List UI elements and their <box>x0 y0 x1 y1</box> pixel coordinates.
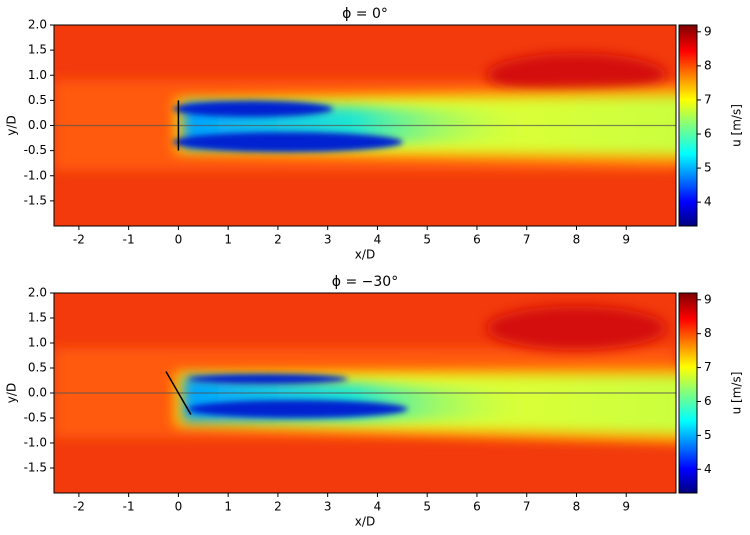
x-tick-label: 4 <box>374 233 382 247</box>
y-tick-label: 0.5 <box>28 93 47 107</box>
x-tick-label: -2 <box>73 233 85 247</box>
y-axis-label: y/D <box>5 115 19 135</box>
y-tick-label: 0.5 <box>28 361 47 375</box>
y-tick-label: 0.0 <box>28 386 47 400</box>
y-tick-label: -1.5 <box>24 461 47 475</box>
turbine-rotor <box>165 371 192 415</box>
colorbar-tick-label: 6 <box>704 394 712 408</box>
x-tick-label: 1 <box>224 233 232 247</box>
colorbar-tick-label: 9 <box>704 24 712 38</box>
y-tick-label: 0.0 <box>28 118 47 132</box>
y-tick-label: -0.5 <box>24 143 47 157</box>
colorbar-tick-label: 8 <box>704 326 712 340</box>
x-tick-label: 9 <box>622 500 630 514</box>
colorbar-tick-label: 8 <box>704 58 712 72</box>
x-tick-label: 2 <box>274 500 282 514</box>
y-tick-label: -1.0 <box>24 436 47 450</box>
colorbar-label: u [m/s] <box>730 104 744 147</box>
x-tick-label: 9 <box>622 233 630 247</box>
x-tick-label: 8 <box>573 233 581 247</box>
y-tick-label: 2.0 <box>28 18 47 32</box>
x-axis-label: x/D <box>355 248 375 262</box>
x-tick-label: 4 <box>374 500 382 514</box>
field <box>54 25 676 226</box>
y-tick-label: 1.5 <box>28 43 47 57</box>
field <box>54 293 676 493</box>
x-tick-label: 6 <box>473 233 481 247</box>
colorbar-tick-label: 4 <box>704 462 712 476</box>
y-tick-label: 1.0 <box>28 336 47 350</box>
chart-title: ϕ = −30° <box>332 274 398 290</box>
x-tick-label: -2 <box>73 500 85 514</box>
x-axis-label: x/D <box>355 515 375 529</box>
x-tick-label: 8 <box>573 500 581 514</box>
y-tick-label: 1.0 <box>28 68 47 82</box>
x-tick-label: 5 <box>423 233 431 247</box>
y-tick-label: 1.5 <box>28 311 47 325</box>
colorbar-tick-label: 7 <box>704 360 712 374</box>
wake-lobe <box>172 132 403 153</box>
x-tick-label: -1 <box>123 500 135 514</box>
x-tick-label: 3 <box>324 233 332 247</box>
x-tick-label: 7 <box>523 500 531 514</box>
x-tick-label: 6 <box>473 500 481 514</box>
colorbar-tick-label: 4 <box>704 195 712 209</box>
y-tick-label: -0.5 <box>24 411 47 425</box>
x-tick-label: 7 <box>523 233 531 247</box>
colorbar-tick-label: 5 <box>704 161 712 175</box>
panel: ϕ = 0° -2 -1 0 1 2 3 4 5 6 7 8 9 -1.5 -1.0 -0.5 0.0 0.5 1.… <box>5 6 744 262</box>
x-tick-label: 3 <box>324 500 332 514</box>
y-tick-label: -1.0 <box>24 168 47 182</box>
x-tick-label: 0 <box>175 500 183 514</box>
x-tick-label: 5 <box>423 500 431 514</box>
x-tick-label: 1 <box>224 500 232 514</box>
panel: ϕ = −30° -2 -1 0 1 2 3 4 5 6 7 8 9 -1.5 -1.0 -0.5 0.0 0.5… <box>5 274 744 529</box>
colorbar-tick-label: 6 <box>704 127 712 141</box>
fast-zone <box>486 53 667 98</box>
y-tick-label: 2.0 <box>28 286 47 300</box>
x-tick-label: -1 <box>123 233 135 247</box>
x-tick-label: 2 <box>274 233 282 247</box>
x-tick-label: 0 <box>175 233 183 247</box>
colorbar-tick-label: 7 <box>704 92 712 106</box>
fast-zone <box>486 306 667 350</box>
colorbar-tick-label: 9 <box>704 292 712 306</box>
chart-title: ϕ = 0° <box>342 6 388 22</box>
colorbar <box>678 292 698 494</box>
wake-lobe <box>187 374 348 384</box>
y-axis-label: y/D <box>5 383 19 403</box>
colorbar-tick-label: 5 <box>704 428 712 442</box>
wake-lobe <box>187 400 408 418</box>
colorbar <box>678 24 698 227</box>
y-tick-label: -1.5 <box>24 193 47 207</box>
wake-lobe <box>173 100 334 117</box>
colorbar-label: u [m/s] <box>730 372 744 415</box>
